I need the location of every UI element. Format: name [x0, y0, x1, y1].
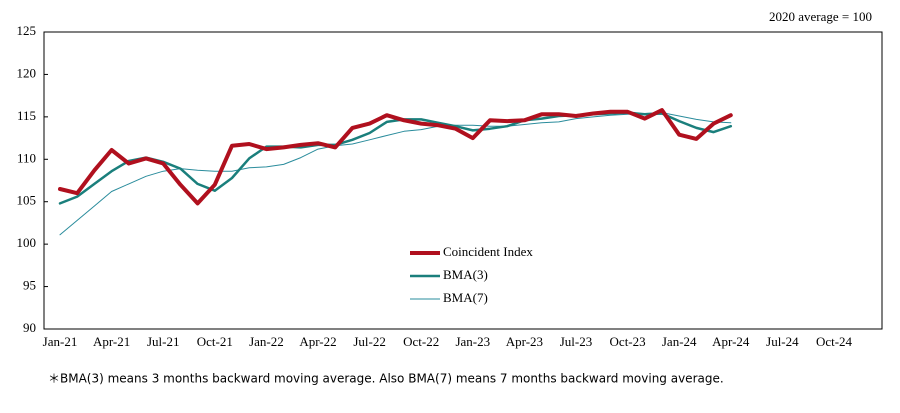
- legend-label: BMA(3): [443, 267, 488, 282]
- y-tick-label: 100: [17, 235, 37, 250]
- x-tick-label: Apr-23: [506, 334, 543, 349]
- x-tick-label: Jan-21: [43, 334, 78, 349]
- plot-frame: [43, 31, 883, 330]
- y-tick-label: 105: [17, 193, 37, 208]
- series-line: [58, 108, 733, 206]
- x-tick-label: Oct-22: [403, 334, 439, 349]
- x-tick-label: Jan-23: [455, 334, 490, 349]
- series-line: [58, 111, 733, 205]
- y-tick-label: 115: [17, 108, 36, 123]
- x-tick-label: Apr-22: [299, 334, 336, 349]
- y-tick-label: 95: [23, 278, 36, 293]
- x-tick-label: Jul-22: [353, 334, 386, 349]
- x-tick-label: Apr-21: [93, 334, 130, 349]
- x-tick-label: Apr-24: [712, 334, 750, 349]
- legend-label: BMA(7): [443, 290, 488, 305]
- y-tick-label: 90: [23, 320, 36, 335]
- x-tick-label: Oct-24: [816, 334, 853, 349]
- legend-label: Coincident Index: [443, 244, 533, 259]
- footnote: ＊BMA(3) means 3 months backward moving a…: [48, 372, 724, 386]
- y-tick-label: 120: [17, 65, 37, 80]
- x-tick-label: Jan-24: [662, 334, 697, 349]
- y-tick-label: 110: [17, 150, 36, 165]
- series-line: [59, 112, 732, 236]
- x-tick-label: Jul-21: [147, 334, 180, 349]
- annotation: 2020 average = 100: [769, 9, 872, 24]
- x-tick-label: Jan-22: [249, 334, 284, 349]
- x-tick-label: Oct-23: [610, 334, 646, 349]
- x-tick-label: Oct-21: [197, 334, 233, 349]
- x-tick-label: Jul-24: [766, 334, 799, 349]
- x-tick-label: Jul-23: [560, 334, 593, 349]
- y-tick-label: 125: [17, 23, 37, 38]
